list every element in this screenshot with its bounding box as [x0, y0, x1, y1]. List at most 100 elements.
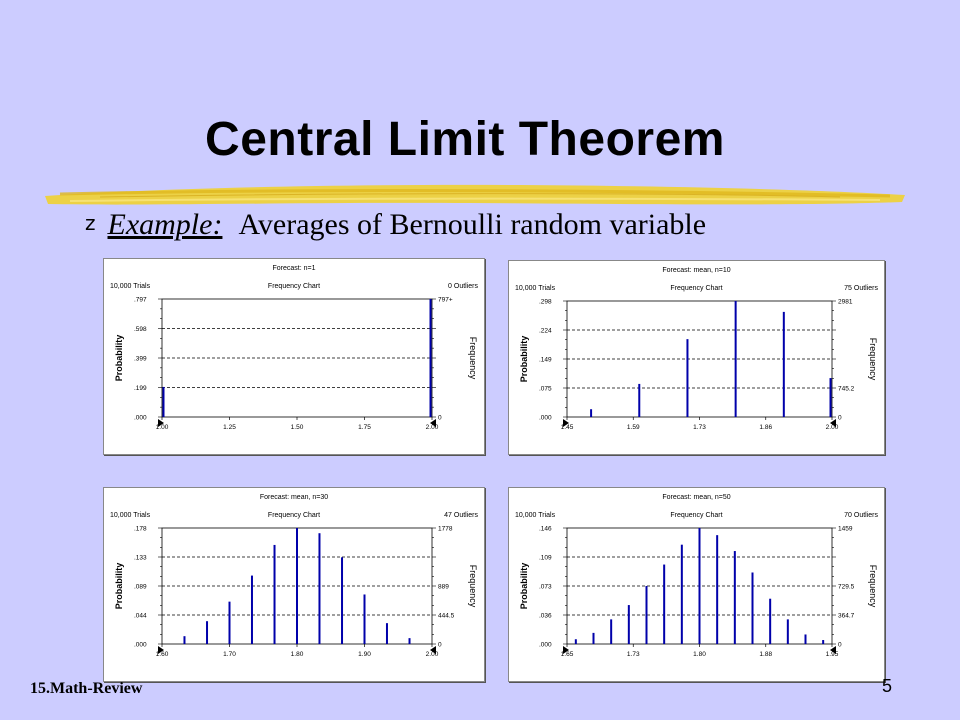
- trials-label: 10,000 Trials: [515, 512, 556, 519]
- chart-n30: Forecast: mean, n=30 10,000 Trials Frequen…: [110, 494, 478, 658]
- bar: [734, 301, 737, 417]
- bar: [769, 598, 772, 644]
- y-tick-label: .178: [134, 526, 147, 533]
- y-tick-label: .044: [134, 613, 147, 620]
- frequency-chart-label: Frequency Chart: [268, 283, 320, 290]
- y2-tick-label: 889: [438, 584, 449, 591]
- bar: [645, 586, 648, 644]
- y-tick-label: .146: [539, 526, 552, 533]
- frequency-chart-label: Frequency Chart: [670, 512, 722, 519]
- x-tick-label: 1.73: [627, 651, 640, 658]
- y2-axis-label: Frequency: [468, 565, 478, 608]
- bar: [162, 386, 165, 417]
- bar: [429, 299, 432, 417]
- frequency-chart-label: Frequency Chart: [670, 285, 722, 292]
- outliers-label: 70 Outliers: [844, 512, 878, 519]
- y-tick-label: .224: [539, 328, 552, 335]
- brush-stroke-divider: [45, 184, 905, 205]
- x-tick-label: 1.59: [627, 424, 640, 431]
- y-axis-label: Probability: [519, 336, 529, 383]
- bullet-marker: z: [85, 211, 96, 235]
- bar: [408, 638, 411, 644]
- footer-course-label: 15.Math-Review: [30, 680, 143, 697]
- x-tick-label: 1.45: [561, 424, 574, 431]
- bar: [590, 409, 593, 417]
- x-tick-label: 1.73: [693, 424, 706, 431]
- x-tick-label: 2.00: [426, 651, 439, 658]
- left-range-marker: [158, 646, 164, 654]
- chart-n50: Forecast: mean, n=50 10,000 Trials Frequen…: [515, 494, 878, 658]
- y-tick-label: .073: [539, 584, 552, 591]
- bar: [638, 383, 641, 417]
- bar: [574, 639, 577, 644]
- x-tick-label: 1.86: [759, 424, 772, 431]
- chart-panel-n30: Forecast: mean, n=30 10,000 Trials Frequen…: [103, 487, 485, 682]
- bar: [627, 605, 630, 644]
- y2-axis-label: Frequency: [868, 338, 878, 381]
- x-tick-label: 2.00: [426, 424, 439, 431]
- y-tick-label: .109: [539, 555, 552, 562]
- x-tick-label: 1.88: [759, 651, 772, 658]
- bar: [663, 564, 666, 644]
- y-tick-label: .598: [134, 326, 147, 333]
- bar: [250, 575, 253, 644]
- example-bullet: z Example: Averages of Bernoulli random va…: [85, 208, 706, 242]
- x-tick-label: 1.50: [291, 424, 304, 431]
- bar: [751, 572, 754, 644]
- bar: [206, 621, 209, 644]
- bar: [698, 528, 701, 644]
- y-axis-label: Probability: [114, 563, 124, 610]
- chart-title: Forecast: mean, n=30: [260, 494, 328, 501]
- x-tick-label: 1.00: [156, 424, 169, 431]
- y2-tick-label: 0: [838, 415, 842, 422]
- y2-axis-label: Frequency: [868, 565, 878, 608]
- y2-tick-label: 0: [438, 642, 442, 649]
- bar: [610, 619, 613, 644]
- bar: [782, 311, 785, 417]
- right-range-marker: [830, 419, 836, 427]
- y-tick-label: .000: [539, 642, 552, 649]
- chart-n1: Forecast: n=1 10,000 Trials Frequency Char…: [110, 265, 478, 431]
- right-range-marker: [430, 646, 436, 654]
- page-number: 5: [882, 676, 893, 696]
- trials-label: 10,000 Trials: [515, 285, 556, 292]
- trials-label: 10,000 Trials: [110, 283, 151, 290]
- y-tick-label: .089: [134, 584, 147, 591]
- left-range-marker: [563, 646, 569, 654]
- bar: [716, 535, 719, 644]
- y2-tick-label: 1778: [438, 526, 453, 533]
- y-tick-label: .075: [539, 386, 552, 393]
- bar: [363, 594, 366, 644]
- bar: [686, 339, 689, 417]
- bar: [318, 533, 321, 644]
- x-tick-label: 1.65: [561, 651, 574, 658]
- right-range-marker: [430, 419, 436, 427]
- trials-label: 10,000 Trials: [110, 512, 151, 519]
- slide-title: Central Limit Theorem: [205, 113, 725, 166]
- x-tick-label: 1.75: [358, 424, 371, 431]
- y2-tick-label: 364.7: [838, 613, 855, 620]
- right-range-marker: [830, 646, 836, 654]
- bar: [296, 528, 298, 644]
- bar: [592, 632, 595, 644]
- y-tick-label: .797: [134, 297, 147, 304]
- left-range-marker: [158, 419, 164, 427]
- chart-panel-n10: Forecast: mean, n=10 10,000 Trials Frequen…: [508, 260, 885, 455]
- y-tick-label: .000: [539, 415, 552, 422]
- bar: [786, 619, 789, 644]
- y2-tick-label: 0: [438, 415, 442, 422]
- x-tick-label: 1.25: [223, 424, 236, 431]
- y-tick-label: .000: [134, 642, 147, 649]
- y-tick-label: .133: [134, 555, 147, 562]
- chart-panel-n50: Forecast: mean, n=50 10,000 Trials Frequen…: [508, 487, 885, 682]
- y-tick-label: .199: [134, 385, 147, 392]
- y2-tick-label: 0: [838, 642, 842, 649]
- x-tick-label: 1.80: [291, 651, 304, 658]
- x-tick-label: 1.95: [826, 651, 839, 658]
- y-tick-label: .000: [134, 415, 147, 422]
- bar: [341, 557, 344, 644]
- y-axis-label: Probability: [114, 335, 124, 382]
- y2-tick-label: 2981: [838, 299, 853, 306]
- frequency-chart-label: Frequency Chart: [268, 512, 320, 519]
- y2-tick-label: 444.5: [438, 613, 455, 620]
